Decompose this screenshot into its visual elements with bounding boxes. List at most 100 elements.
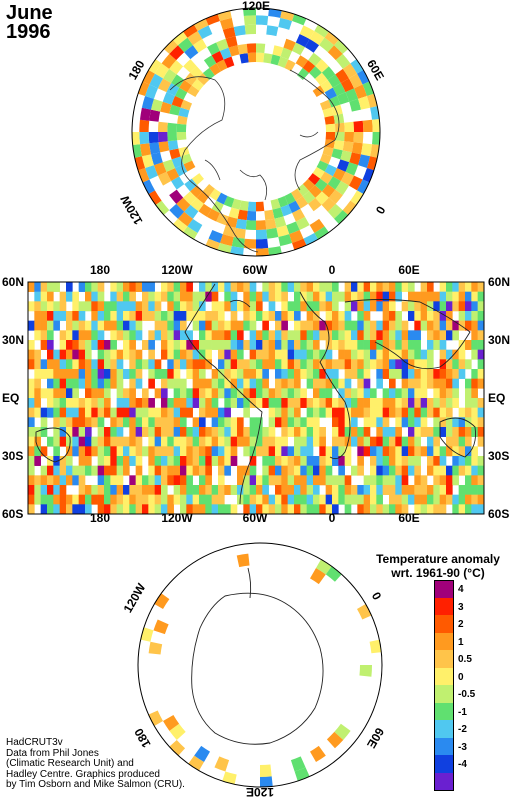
anomaly-cell — [78, 282, 86, 292]
anomaly-cell — [59, 291, 67, 302]
anomaly-cell — [281, 407, 288, 418]
anomaly-cell — [319, 388, 326, 399]
anomaly-cell — [382, 456, 390, 466]
anomaly-cell — [173, 301, 181, 312]
legend-label: -0.5 — [458, 689, 476, 700]
anomaly-cell — [300, 398, 307, 408]
anomaly-cell — [78, 504, 86, 515]
anomaly-cell — [243, 436, 250, 447]
anomaly-cell — [471, 330, 478, 341]
anomaly-cell — [370, 359, 377, 370]
anomaly-cell — [180, 311, 187, 321]
anomaly-cell — [395, 407, 402, 418]
anomaly-cell — [190, 197, 204, 212]
anomaly-cell — [47, 475, 54, 486]
anomaly-cell — [376, 378, 383, 389]
anomaly-cell — [439, 398, 447, 408]
anomaly-cell — [211, 291, 219, 302]
legend-label: 4 — [458, 584, 464, 595]
anomaly-cell — [357, 485, 364, 495]
anomaly-cell — [97, 388, 105, 399]
anomaly-cell — [262, 282, 269, 292]
anomaly-cell — [34, 475, 41, 486]
anomaly-cell — [180, 446, 187, 457]
anomaly-cell — [376, 359, 383, 370]
anomaly-cell — [171, 218, 188, 234]
anomaly-cell — [237, 398, 244, 408]
anomaly-cell — [325, 446, 333, 457]
anomaly-cell — [223, 56, 235, 69]
anomaly-cell — [427, 398, 434, 408]
anomaly-cell — [338, 427, 345, 437]
anomaly-cell — [281, 504, 288, 515]
anomaly-cell — [356, 603, 374, 620]
anomaly-cell — [193, 16, 209, 31]
anomaly-cell — [78, 494, 86, 505]
anomaly-cell — [268, 436, 276, 447]
anomaly-cell — [325, 485, 333, 495]
anomaly-cell — [180, 417, 187, 428]
anomaly-cell — [116, 407, 124, 418]
anomaly-cell — [420, 282, 428, 292]
anomaly-cell — [420, 311, 428, 321]
anomaly-cell — [335, 68, 349, 83]
anomaly-cell — [129, 320, 136, 331]
anomaly-cell — [401, 378, 409, 389]
anomaly-cell — [167, 301, 174, 312]
anomaly-cell — [376, 340, 383, 350]
anomaly-cell — [216, 59, 228, 72]
anomaly-cell — [59, 398, 67, 408]
anomaly-cell — [477, 504, 485, 515]
anomaly-cell — [294, 485, 301, 495]
anomaly-cell — [192, 340, 200, 350]
anomaly-cell — [332, 359, 339, 370]
anomaly-cell — [350, 190, 366, 207]
anomaly-cell — [192, 485, 200, 495]
anomaly-cell — [85, 330, 92, 341]
anomaly-cell — [357, 369, 364, 379]
anomaly-cell — [148, 359, 155, 370]
anomaly-cell — [275, 407, 282, 418]
anomaly-cell — [78, 436, 86, 447]
anomaly-cell — [224, 398, 231, 408]
anomaly-cell — [129, 417, 136, 428]
anomaly-cell — [123, 417, 130, 428]
anomaly-cell — [382, 369, 390, 379]
anomaly-cell — [420, 485, 428, 495]
anomaly-cell — [180, 456, 187, 466]
anomaly-cell — [256, 475, 263, 486]
anomaly-cell — [357, 359, 364, 370]
anomaly-cell — [286, 221, 300, 235]
anomaly-cell — [40, 504, 48, 515]
anomaly-cell — [154, 494, 162, 505]
anomaly-cell — [59, 407, 67, 418]
anomaly-cell — [382, 330, 390, 341]
anomaly-cell — [344, 320, 352, 331]
anomaly-cell — [275, 282, 282, 292]
anomaly-cell — [34, 311, 41, 321]
anomaly-cell — [427, 485, 434, 495]
anomaly-cell — [313, 436, 320, 447]
anomaly-cell — [332, 456, 339, 466]
anomaly-cell — [53, 388, 60, 399]
anomaly-cell — [414, 330, 421, 341]
anomaly-cell — [97, 369, 105, 379]
anomaly-cell — [157, 171, 172, 186]
anomaly-cell — [357, 436, 364, 447]
anomaly-cell — [332, 378, 339, 389]
anomaly-cell — [452, 330, 459, 341]
anomaly-cell — [85, 417, 92, 428]
anomaly-cell — [199, 504, 206, 515]
anomaly-cell — [338, 378, 345, 389]
anomaly-cell — [129, 388, 136, 399]
anomaly-cell — [192, 311, 200, 321]
anomaly-cell — [224, 417, 231, 428]
anomaly-cell — [28, 349, 35, 360]
anomaly-cell — [142, 359, 149, 370]
anomaly-cell — [231, 198, 242, 210]
anomaly-cell — [198, 203, 212, 217]
wm-top-lon-60w: 60W — [243, 263, 268, 277]
anomaly-cell — [332, 369, 339, 379]
anomaly-cell — [123, 398, 130, 408]
anomaly-cell — [342, 63, 358, 79]
